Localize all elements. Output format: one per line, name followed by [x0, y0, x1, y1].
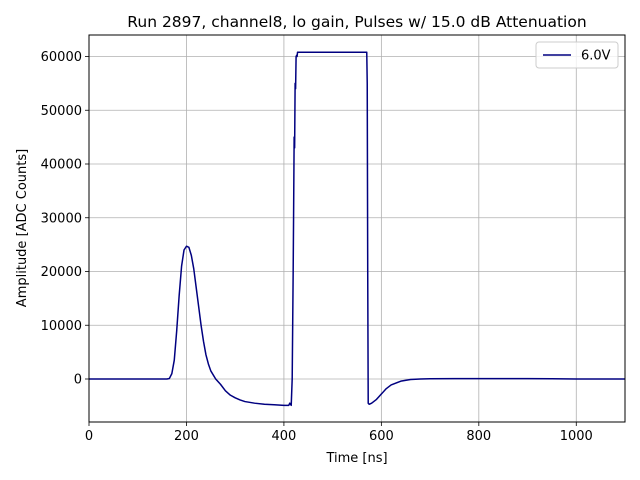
chart-title: Run 2897, channel8, lo gain, Pulses w/ 1… [127, 13, 586, 31]
y-tick-label: 20000 [41, 265, 82, 280]
x-axis-label: Time [ns] [325, 451, 387, 466]
x-tick-label: 600 [369, 429, 394, 444]
y-axis-label: Amplitude [ADC Counts] [15, 149, 30, 307]
y-tick-label: 30000 [41, 211, 82, 226]
ticks: 0 200 400 600 800 100001000020000300004000050… [41, 50, 593, 444]
x-tick-label: 400 [271, 429, 296, 444]
series-line [89, 51, 625, 407]
axes-frame [88, 34, 626, 423]
y-tick-label: 50000 [41, 104, 82, 119]
y-tick-label: 40000 [41, 158, 82, 173]
y-tick-label: 0 [74, 373, 82, 388]
y-tick-label: 60000 [41, 50, 82, 65]
x-tick-label: 200 [174, 429, 199, 444]
legend-label: 6.0V [581, 49, 611, 64]
y-tick-label: 10000 [41, 319, 82, 334]
plot-area [89, 51, 625, 407]
x-tick-label: 0 [85, 429, 93, 444]
x-tick-label: 1000 [560, 429, 593, 444]
legend: 6.0V [535, 41, 619, 69]
x-tick-label: 800 [466, 429, 491, 444]
legend-box [535, 41, 619, 69]
